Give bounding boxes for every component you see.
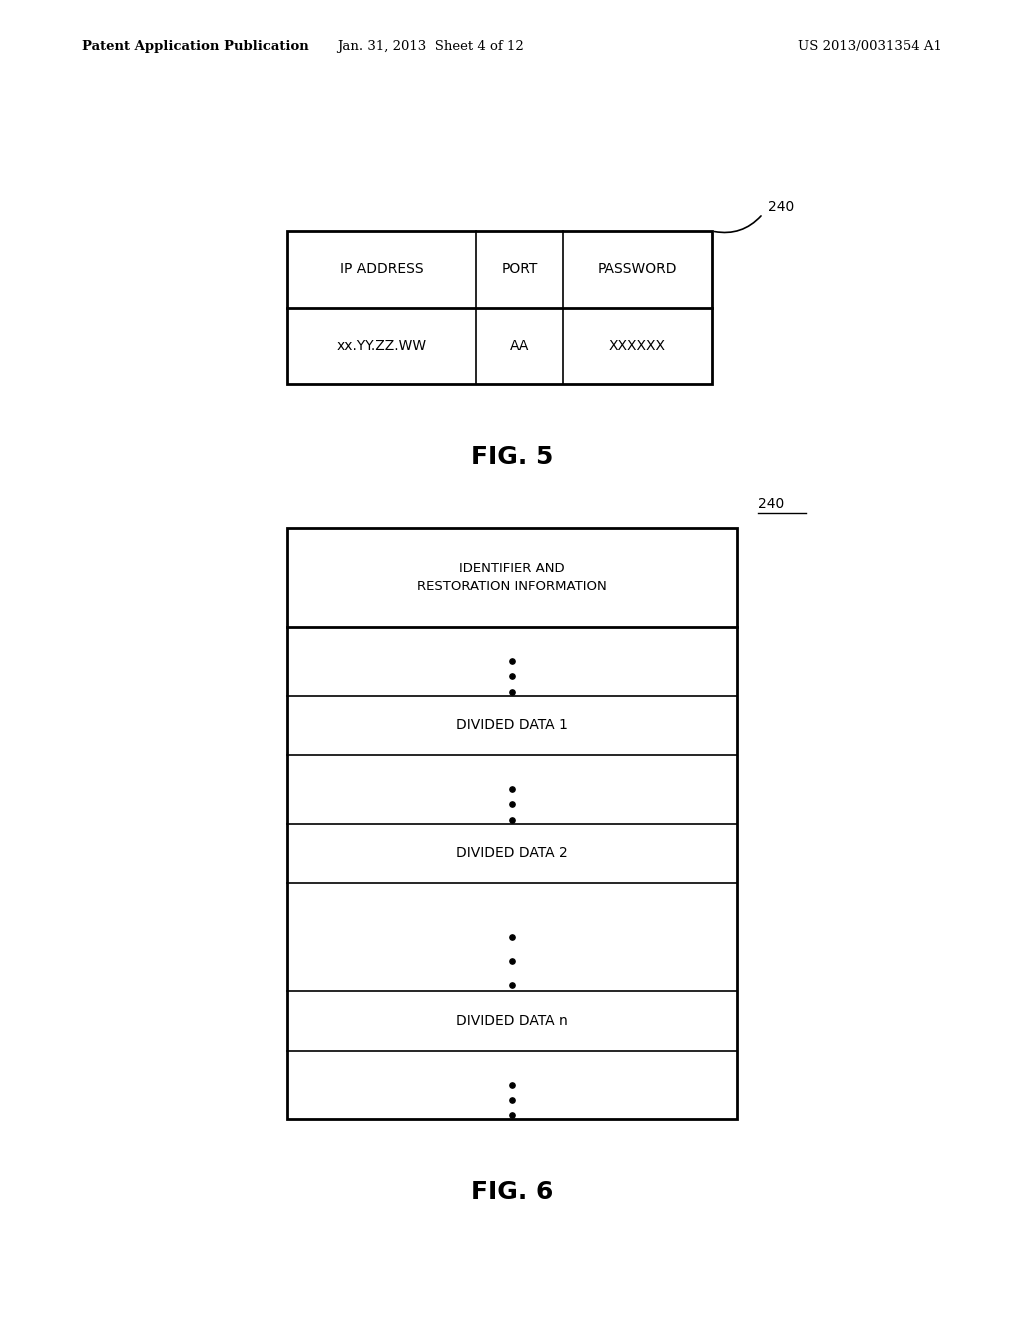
Text: DIVIDED DATA 1: DIVIDED DATA 1 [456,718,568,733]
Text: IP ADDRESS: IP ADDRESS [340,263,423,276]
Text: FIG. 6: FIG. 6 [471,1180,553,1204]
Text: DIVIDED DATA 2: DIVIDED DATA 2 [456,846,568,861]
Text: US 2013/0031354 A1: US 2013/0031354 A1 [798,40,942,53]
Text: 240: 240 [758,498,784,511]
Text: AA: AA [510,339,529,352]
Text: XXXXXX: XXXXXX [609,339,666,352]
Text: Patent Application Publication: Patent Application Publication [82,40,308,53]
Text: IDENTIFIER AND
RESTORATION INFORMATION: IDENTIFIER AND RESTORATION INFORMATION [417,562,607,593]
Bar [287,231,712,384]
Bar [287,528,737,1119]
Text: FIG. 5: FIG. 5 [471,445,553,469]
Text: 240: 240 [768,201,795,214]
Text: DIVIDED DATA n: DIVIDED DATA n [456,1014,568,1028]
Text: xx.YY.ZZ.WW: xx.YY.ZZ.WW [336,339,427,352]
Text: PASSWORD: PASSWORD [598,263,677,276]
Text: Jan. 31, 2013  Sheet 4 of 12: Jan. 31, 2013 Sheet 4 of 12 [337,40,523,53]
Text: PORT: PORT [502,263,538,276]
